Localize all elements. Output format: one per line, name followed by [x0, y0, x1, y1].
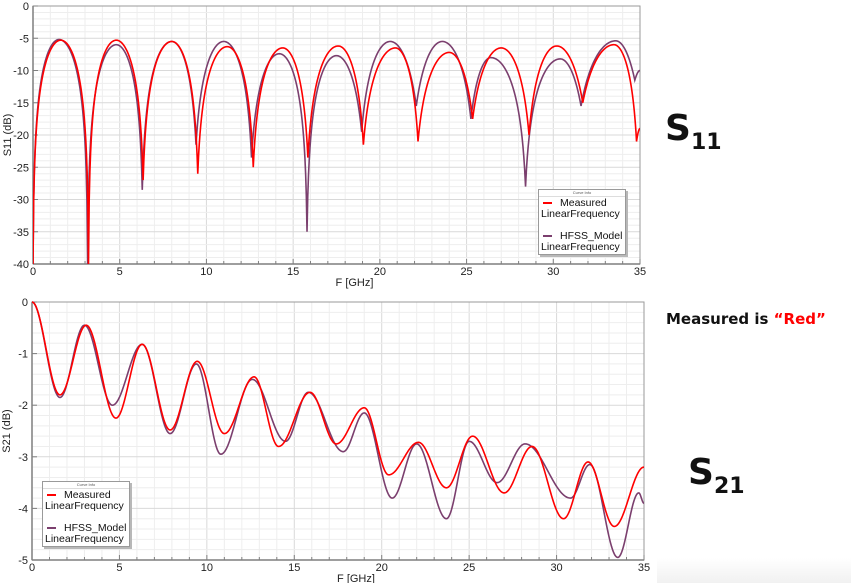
y-axis-label: S21 (dB) — [1, 409, 13, 452]
x-tick-label: 5 — [117, 266, 123, 278]
legend-title: Curve Info — [43, 482, 129, 489]
y-tick-label: -20 — [13, 130, 29, 142]
x-tick-label: 25 — [463, 562, 475, 574]
x-tick-label: 0 — [30, 266, 36, 278]
x-tick-label: 30 — [547, 266, 559, 278]
y-tick-label: -10 — [13, 66, 29, 78]
x-axis-label: F [GHz] — [337, 573, 375, 583]
x-tick-label: 10 — [201, 562, 213, 574]
y-tick-label: -40 — [13, 259, 29, 271]
y-tick-label: -4 — [18, 503, 28, 515]
y-tick-label: -15 — [13, 98, 29, 110]
x-tick-label: 20 — [376, 562, 388, 574]
legend-entry-measured[interactable]: Measured LinearFrequency — [541, 197, 620, 220]
s11-legend[interactable]: Curve Info Measured LinearFrequency HFSS… — [538, 189, 626, 255]
x-tick-label: 35 — [634, 266, 646, 278]
y-axis-label: S11 (dB) — [2, 114, 14, 157]
x-tick-label: 10 — [200, 266, 212, 278]
hfss-line-swatch-icon — [47, 527, 56, 529]
x-tick-label: 20 — [374, 266, 386, 278]
x-tick-label: 15 — [288, 562, 300, 574]
legend-entry-hfss-model[interactable]: HFSS_Model LinearFrequency — [541, 230, 623, 253]
y-tick-label: -35 — [13, 227, 29, 239]
y-tick-label: -30 — [13, 195, 29, 207]
x-tick-label: 5 — [116, 562, 122, 574]
s11-chart: 0 5 10 15 20 25 30 35 0 -5 -10 -15 -20 -25 -30 -35 -40 F … — [0, 0, 650, 292]
y-tick-label: -2 — [18, 400, 28, 412]
x-axis-label: F [GHz] — [336, 277, 374, 289]
y-tick-label: -5 — [19, 33, 29, 45]
x-tick-label: 30 — [550, 562, 562, 574]
measured-color-note: Measured is “Red” — [666, 310, 826, 328]
s21-legend[interactable]: Curve Info Measured LinearFrequency HFSS… — [42, 481, 130, 547]
y-tick-label: 0 — [22, 297, 28, 309]
s11-annotation: S11 — [665, 108, 722, 155]
y-tick-label: -1 — [18, 349, 28, 361]
legend-entry-hfss-model[interactable]: HFSS_Model LinearFrequency — [45, 522, 127, 545]
s21-chart: 0 5 10 15 20 25 30 35 0 -1 -2 -3 -4 -5 F [GHz] S21 (dB)… — [0, 292, 655, 583]
x-tick-label: 25 — [460, 266, 472, 278]
x-tick-label: 15 — [287, 266, 299, 278]
y-tick-label: -3 — [18, 452, 28, 464]
measured-curve — [33, 39, 640, 264]
x-tick-label: 0 — [29, 562, 35, 574]
s21-plot-area: 0 5 10 15 20 25 30 35 0 -1 -2 -3 -4 -5 F [GHz] S21 (dB) — [1, 297, 650, 583]
measured-curve — [32, 301, 644, 528]
x-tick-label: 35 — [638, 562, 650, 574]
legend-title: Curve Info — [539, 190, 625, 197]
legend-entry-measured[interactable]: Measured LinearFrequency — [45, 489, 124, 512]
measured-line-swatch-icon — [543, 202, 552, 204]
hfss-model-curve — [33, 38, 640, 264]
measured-line-swatch-icon — [47, 494, 56, 496]
bottom-shadow — [657, 558, 851, 583]
s21-annotation: S21 — [688, 452, 745, 499]
y-tick-label: -25 — [13, 162, 29, 174]
y-tick-label: -5 — [18, 555, 28, 567]
hfss-line-swatch-icon — [543, 235, 552, 237]
y-tick-label: 0 — [23, 1, 29, 13]
